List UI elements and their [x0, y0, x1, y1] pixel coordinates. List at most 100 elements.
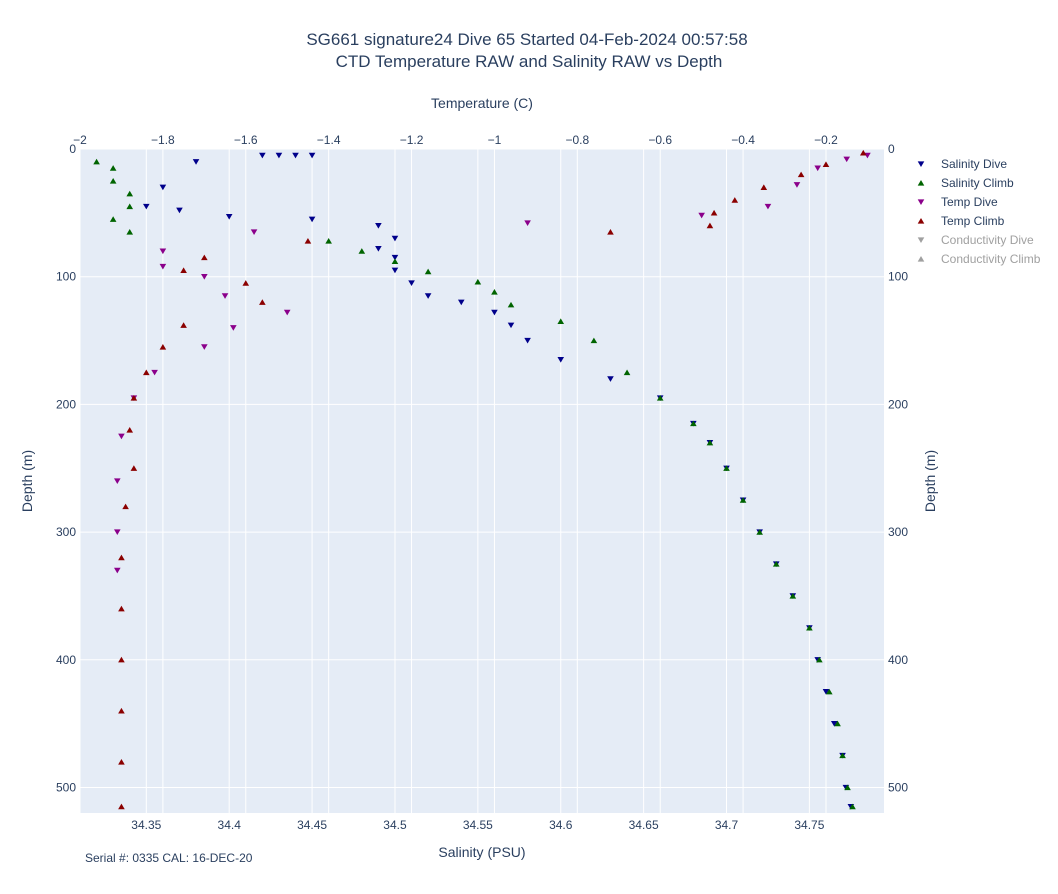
temp-dive-point [698, 212, 705, 219]
salinity-dive-point [192, 159, 200, 165]
salinity-tick: 34.6 [549, 818, 573, 832]
legend-item-temp-dive[interactable]: Temp Dive [917, 195, 998, 209]
depth-tick-right: 400 [888, 653, 908, 667]
tick-labels: 0 0 100 100 200 200 300 300 400 400 500 500 34.35 34.… [56, 133, 908, 832]
salinity-climb-point [706, 439, 714, 446]
legend[interactable]: Salinity Dive Salinity Climb Temp Dive Temp… [917, 157, 1041, 266]
salinity-climb-point [358, 248, 366, 254]
temp-dive-point [201, 274, 208, 280]
salinity-dive-point [308, 152, 316, 159]
legend-item-salinity-climb[interactable]: Salinity Climb [917, 176, 1014, 190]
salinity-climb-point [849, 803, 856, 810]
salinity-dive-point [292, 152, 299, 159]
legend-item-temp-climb[interactable]: Temp Climb [917, 214, 1005, 228]
chart-subtitle: CTD Temperature RAW and Salinity RAW vs … [336, 52, 723, 71]
temp-dive-point [113, 478, 121, 484]
temperature-tick: −0.4 [731, 133, 755, 147]
salinity-climb-point [507, 301, 515, 308]
salinity-climb-point [839, 752, 846, 759]
salinity-climb-point [590, 337, 598, 344]
temp-climb-point [180, 322, 187, 328]
legend-marker-icon [917, 218, 925, 224]
legend-item-salinity-dive[interactable]: Salinity Dive [917, 157, 1008, 171]
legend-label: Conductivity Climb [941, 252, 1041, 266]
salinity-dive-point [391, 267, 399, 274]
salinity-climb-point [557, 318, 565, 325]
salinity-climb-point [789, 592, 797, 599]
chart-title: SG661 signature24 Dive 65 Started 04-Feb… [306, 30, 747, 49]
legend-marker-icon [917, 199, 925, 205]
temperature-tick: −1.6 [234, 133, 258, 147]
salinity-climb-point [825, 688, 833, 695]
depth-tick-left: 500 [56, 780, 76, 794]
temp-climb-point [822, 161, 830, 167]
legend-label: Salinity Dive [941, 157, 1007, 171]
temp-dive-point [113, 529, 121, 536]
legend-marker-icon [917, 161, 925, 167]
salinity-tick: 34.4 [218, 818, 242, 832]
temp-climb-point [122, 503, 129, 510]
salinity-dive-point [159, 184, 167, 191]
salinity-climb-point [772, 561, 780, 567]
temp-dive-point [201, 344, 208, 350]
depth-tick-left: 400 [56, 653, 76, 667]
temp-climb-point [710, 209, 718, 216]
temp-climb-point [760, 184, 768, 190]
x-axis-bottom-title: Salinity (PSU) [438, 844, 525, 860]
salinity-dive-point [391, 235, 399, 242]
legend-label: Temp Dive [941, 195, 998, 209]
temp-dive-point [843, 156, 851, 163]
temp-dive-point [764, 203, 772, 210]
salinity-tick: 34.7 [715, 818, 739, 832]
salinity-dive-point [491, 309, 498, 316]
temp-dive-point [221, 293, 229, 299]
temperature-tick: −1 [488, 133, 502, 147]
salinity-climb-point [474, 278, 482, 285]
temp-climb-point [118, 758, 125, 765]
temp-climb-point [118, 605, 125, 612]
salinity-climb-point [756, 529, 763, 535]
depth-tick-left: 100 [56, 270, 76, 284]
temp-climb-point [180, 267, 187, 273]
y-axis-left-title: Depth (m) [19, 450, 35, 512]
temp-climb-point [130, 465, 138, 471]
temp-climb-point [118, 554, 125, 561]
salinity-climb-point [623, 369, 631, 376]
serial-footnote: Serial #: 0335 CAL: 16-DEC-20 [85, 851, 253, 865]
temp-climb-point [130, 395, 138, 401]
salinity-tick: 34.65 [629, 818, 659, 832]
salinity-climb-point [723, 465, 730, 471]
depth-tick-right: 500 [888, 780, 908, 794]
salinity-dive-point [375, 245, 382, 252]
temp-dive-point [151, 369, 158, 376]
temperature-tick: −2 [73, 133, 87, 147]
salinity-tick: 34.45 [297, 818, 327, 832]
temperature-tick: −0.8 [565, 133, 589, 147]
depth-tick-left: 300 [56, 525, 76, 539]
salinity-climb-point [816, 656, 823, 663]
temp-climb-point [118, 803, 125, 810]
salinity-climb-point [126, 229, 134, 235]
depth-tick-right: 200 [888, 397, 908, 411]
temp-climb-point [118, 707, 125, 714]
salinity-dive-point [557, 357, 565, 363]
depth-tick-left: 200 [56, 397, 76, 411]
depth-tick-right: 300 [888, 525, 908, 539]
salinity-dive-point [507, 322, 515, 329]
salinity-climb-point [109, 165, 117, 171]
salinity-climb-point [844, 784, 851, 791]
salinity-climb-point [424, 268, 432, 275]
data-points [93, 149, 871, 810]
salinity-dive-point [408, 280, 415, 287]
legend-label: Salinity Climb [941, 176, 1014, 190]
temp-dive-point [159, 263, 167, 270]
legend-item-conductivity-dive[interactable]: Conductivity Dive [917, 233, 1034, 247]
legend-item-conductivity-climb[interactable]: Conductivity Climb [917, 252, 1041, 266]
salinity-dive-point [308, 216, 316, 223]
salinity-tick: 34.55 [463, 818, 493, 832]
legend-marker-icon [917, 237, 925, 243]
salinity-tick: 34.35 [131, 818, 161, 832]
temperature-tick: −1.2 [400, 133, 424, 147]
temp-dive-point [283, 309, 291, 316]
